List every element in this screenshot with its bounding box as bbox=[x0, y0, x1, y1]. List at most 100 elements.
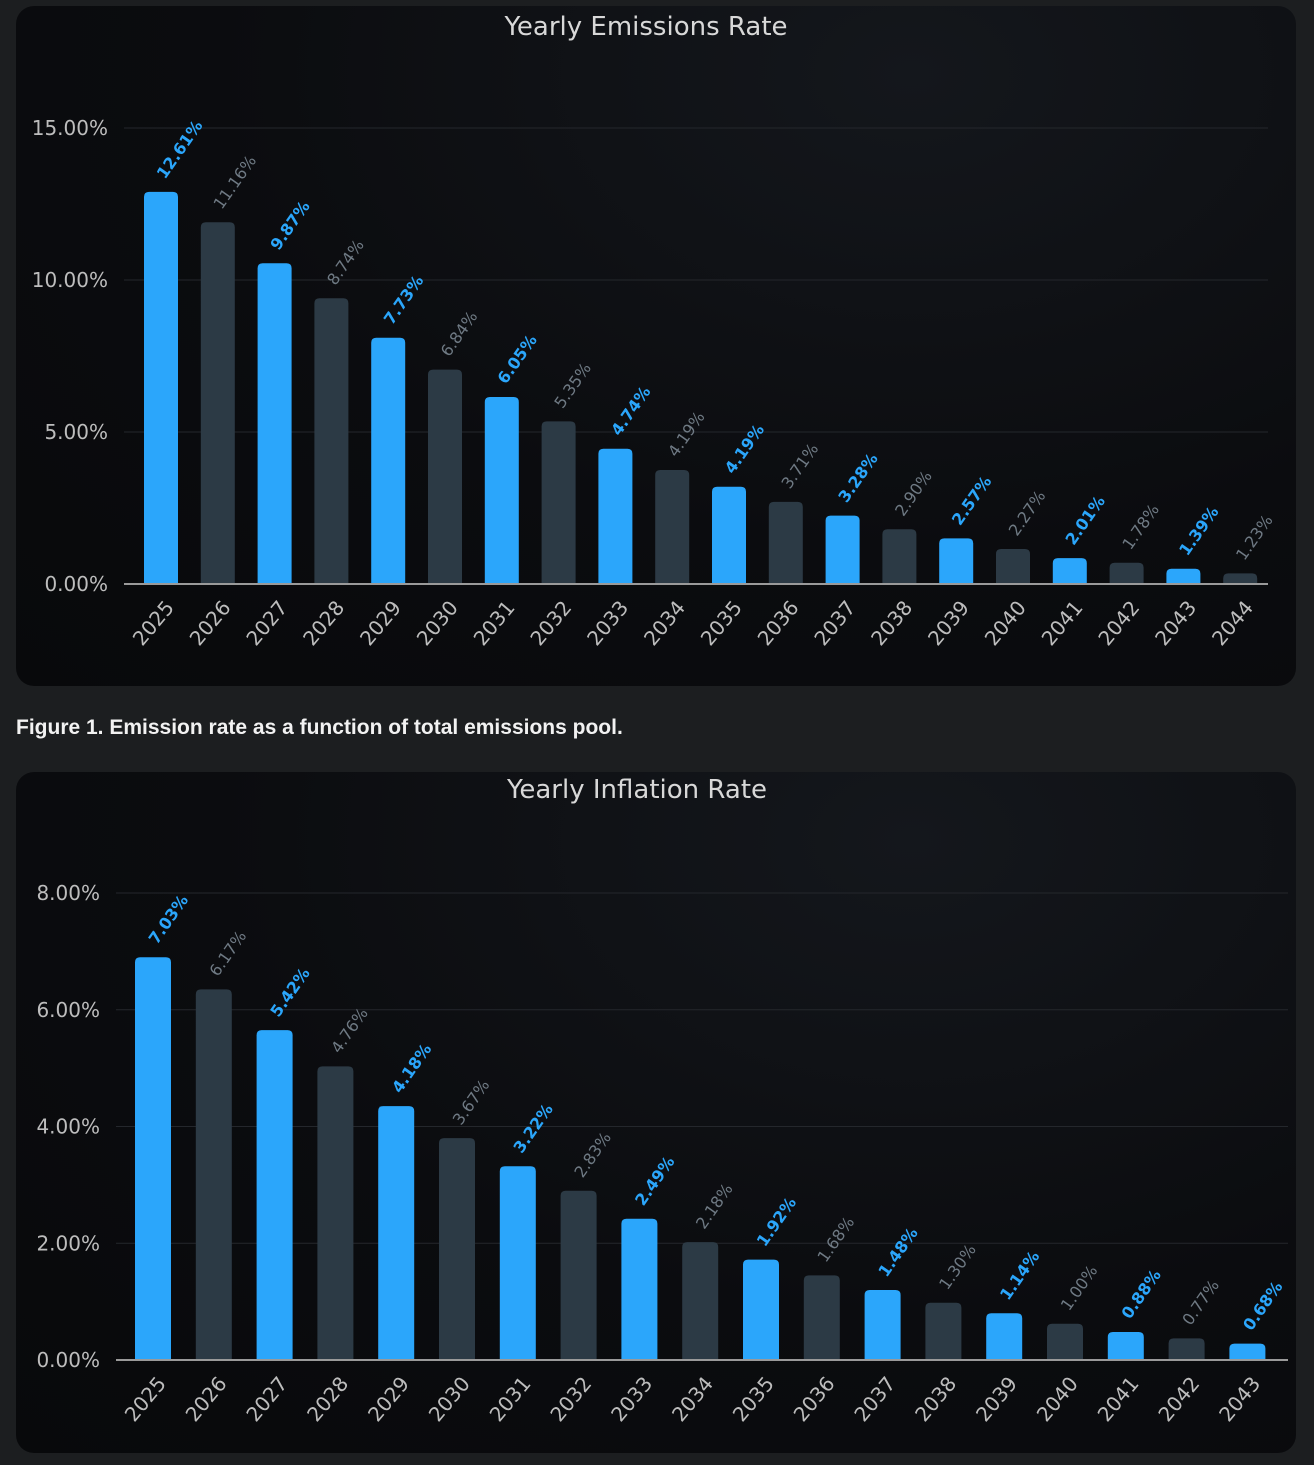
y-tick-label: 6.00% bbox=[36, 998, 100, 1022]
data-label: 2.83% bbox=[570, 1128, 615, 1181]
data-label: 5.35% bbox=[550, 359, 595, 412]
bar-2030 bbox=[439, 1138, 475, 1360]
data-label: 11.16% bbox=[210, 152, 261, 213]
data-label: 5.42% bbox=[266, 964, 313, 1020]
chart-title: Yearly Emissions Rate bbox=[503, 12, 787, 42]
data-label: 2.18% bbox=[692, 1180, 737, 1233]
bar-2034 bbox=[682, 1242, 719, 1360]
emissions-chart: Yearly Emissions Rate 0.00% 5.00% 10.00% 15.… bbox=[32, 12, 1277, 650]
data-label: 0.68% bbox=[1239, 1278, 1286, 1334]
x-tick-label: 2037 bbox=[809, 596, 860, 650]
data-label: 3.71% bbox=[778, 440, 823, 493]
x-tick-label: 2035 bbox=[728, 1372, 779, 1426]
x-tick-label: 2041 bbox=[1037, 596, 1088, 650]
data-label: 4.19% bbox=[721, 421, 768, 477]
x-tick-label: 2032 bbox=[545, 1372, 596, 1426]
bar-2032 bbox=[560, 1190, 597, 1360]
bar-2042 bbox=[1168, 1338, 1205, 1360]
data-label: 12.61% bbox=[153, 117, 207, 182]
bar-2037 bbox=[864, 1289, 901, 1360]
x-tick-label: 2044 bbox=[1207, 596, 1258, 650]
bar-2030 bbox=[428, 369, 462, 584]
data-label: 1.23% bbox=[1232, 511, 1277, 564]
bar-2026 bbox=[195, 989, 232, 1360]
bar-2041 bbox=[1052, 558, 1087, 584]
data-label: 2.57% bbox=[948, 472, 995, 528]
bar-2035 bbox=[712, 486, 746, 584]
bar-2039 bbox=[939, 538, 974, 584]
data-label: 4.19% bbox=[664, 408, 709, 461]
x-tick-label: 2034 bbox=[639, 596, 690, 650]
x-tick-label: 2031 bbox=[485, 1372, 536, 1426]
x-tick-label: 2028 bbox=[302, 1372, 353, 1426]
bar-2043 bbox=[1166, 568, 1201, 584]
bar-2041 bbox=[1107, 1331, 1144, 1360]
data-label: 4.18% bbox=[388, 1040, 435, 1096]
data-label: 2.49% bbox=[631, 1153, 678, 1209]
x-tick-label: 2030 bbox=[412, 596, 463, 650]
x-tick-label: 2038 bbox=[910, 1372, 961, 1426]
data-label: 7.03% bbox=[145, 891, 192, 947]
data-label: 0.77% bbox=[1178, 1276, 1223, 1329]
bar-2036 bbox=[803, 1275, 840, 1360]
bar-2026 bbox=[200, 222, 235, 585]
bar-2032 bbox=[541, 421, 576, 584]
x-tick-label: 2038 bbox=[866, 596, 917, 650]
bar-2038 bbox=[925, 1302, 962, 1360]
bar-2027 bbox=[256, 1030, 293, 1360]
emissions-chart-panel: Yearly Emissions Rate 0.00% 5.00% 10.00% 15.… bbox=[16, 6, 1296, 686]
y-tick-label: 0.00% bbox=[44, 572, 108, 596]
bar-2039 bbox=[986, 1313, 1023, 1360]
bar-2028 bbox=[317, 1066, 354, 1360]
data-label: 1.30% bbox=[935, 1241, 980, 1294]
x-tick-label: 2039 bbox=[971, 1372, 1022, 1426]
data-label: 2.90% bbox=[891, 467, 936, 520]
bar-2033 bbox=[621, 1218, 658, 1360]
x-tick-label: 2029 bbox=[355, 596, 406, 650]
x-tick-label: 2025 bbox=[120, 1372, 171, 1426]
x-tick-label: 2035 bbox=[696, 596, 747, 650]
data-label: 1.68% bbox=[814, 1213, 859, 1266]
x-tick-label: 2039 bbox=[923, 596, 974, 650]
bar-2031 bbox=[499, 1166, 536, 1360]
bar-2042 bbox=[1109, 562, 1144, 584]
x-tick-label: 2040 bbox=[980, 596, 1031, 650]
bar-2033 bbox=[598, 448, 633, 584]
data-label: 1.14% bbox=[996, 1247, 1043, 1303]
bar-2028 bbox=[314, 298, 349, 584]
x-tick-label: 2036 bbox=[753, 596, 804, 650]
x-tick-label: 2043 bbox=[1214, 1372, 1265, 1426]
x-tick-label: 2032 bbox=[525, 596, 576, 650]
inflation-chart-panel: Yearly Inflation Rate 0.00% 2.00% 4.00% 6.00… bbox=[16, 772, 1296, 1453]
y-tick-label: 8.00% bbox=[36, 881, 100, 905]
y-tick-label: 4.00% bbox=[36, 1115, 100, 1139]
x-tick-label: 2042 bbox=[1153, 1372, 1204, 1426]
x-tick-label: 2026 bbox=[181, 1372, 232, 1426]
data-label: 4.76% bbox=[327, 1004, 372, 1057]
x-tick-label: 2030 bbox=[424, 1372, 475, 1426]
x-tick-label: 2026 bbox=[185, 596, 236, 650]
bar-2027 bbox=[257, 263, 292, 584]
chart-title: Yearly Inflation Rate bbox=[506, 775, 767, 805]
bar-2034 bbox=[655, 470, 690, 584]
y-tick-label: 0.00% bbox=[36, 1348, 100, 1372]
bar-2029 bbox=[371, 337, 406, 584]
bar-2029 bbox=[378, 1106, 415, 1360]
x-tick-label: 2029 bbox=[363, 1372, 414, 1426]
x-tick-label: 2040 bbox=[1032, 1372, 1083, 1426]
data-label: 1.39% bbox=[1175, 503, 1222, 559]
bar-2040 bbox=[1047, 1323, 1083, 1360]
bar-2031 bbox=[484, 397, 519, 584]
bar-2025 bbox=[135, 957, 171, 1360]
data-label: 3.22% bbox=[510, 1100, 557, 1156]
x-tick-label: 2033 bbox=[606, 1372, 657, 1426]
x-tick-label: 2025 bbox=[128, 596, 179, 650]
x-tick-label: 2037 bbox=[849, 1372, 900, 1426]
y-tick-label: 5.00% bbox=[44, 420, 108, 444]
data-label: 9.87% bbox=[266, 197, 313, 253]
x-tick-label: 2043 bbox=[1150, 596, 1201, 650]
bar-2040 bbox=[996, 549, 1030, 584]
y-tick-label: 15.00% bbox=[32, 116, 108, 140]
data-label: 3.28% bbox=[834, 450, 881, 506]
bar-2035 bbox=[743, 1259, 779, 1360]
